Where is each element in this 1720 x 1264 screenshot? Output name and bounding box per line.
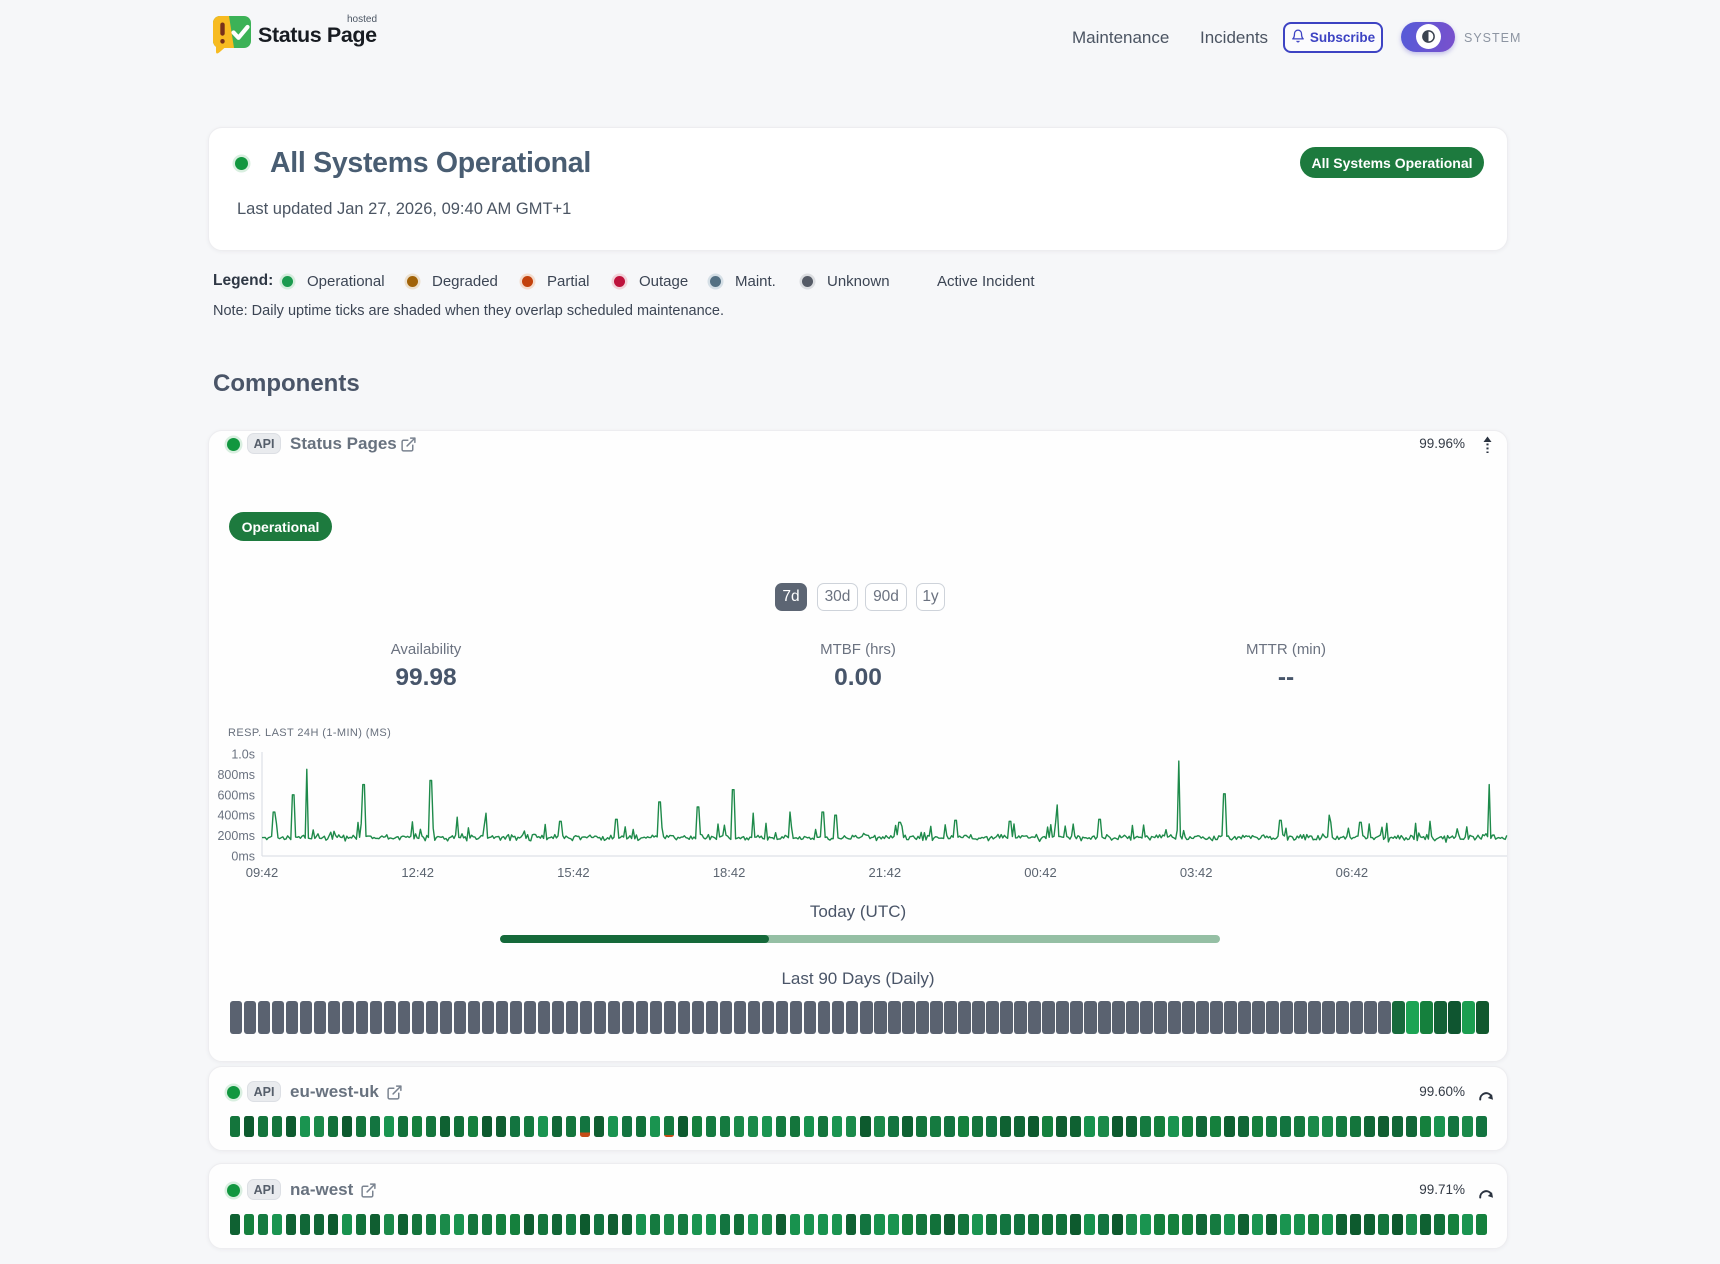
svg-text:1.0s: 1.0s: [231, 748, 255, 762]
svg-text:09:42: 09:42: [246, 865, 279, 880]
svg-text:0ms: 0ms: [231, 850, 255, 864]
svg-text:600ms: 600ms: [217, 788, 255, 802]
svg-text:06:42: 06:42: [1336, 865, 1369, 880]
svg-text:15:42: 15:42: [557, 865, 590, 880]
svg-text:200ms: 200ms: [217, 829, 255, 843]
svg-text:800ms: 800ms: [217, 768, 255, 782]
svg-text:21:42: 21:42: [869, 865, 902, 880]
svg-text:18:42: 18:42: [713, 865, 746, 880]
svg-text:400ms: 400ms: [217, 809, 255, 823]
svg-text:12:42: 12:42: [401, 865, 434, 880]
svg-text:00:42: 00:42: [1024, 865, 1057, 880]
svg-text:03:42: 03:42: [1180, 865, 1213, 880]
